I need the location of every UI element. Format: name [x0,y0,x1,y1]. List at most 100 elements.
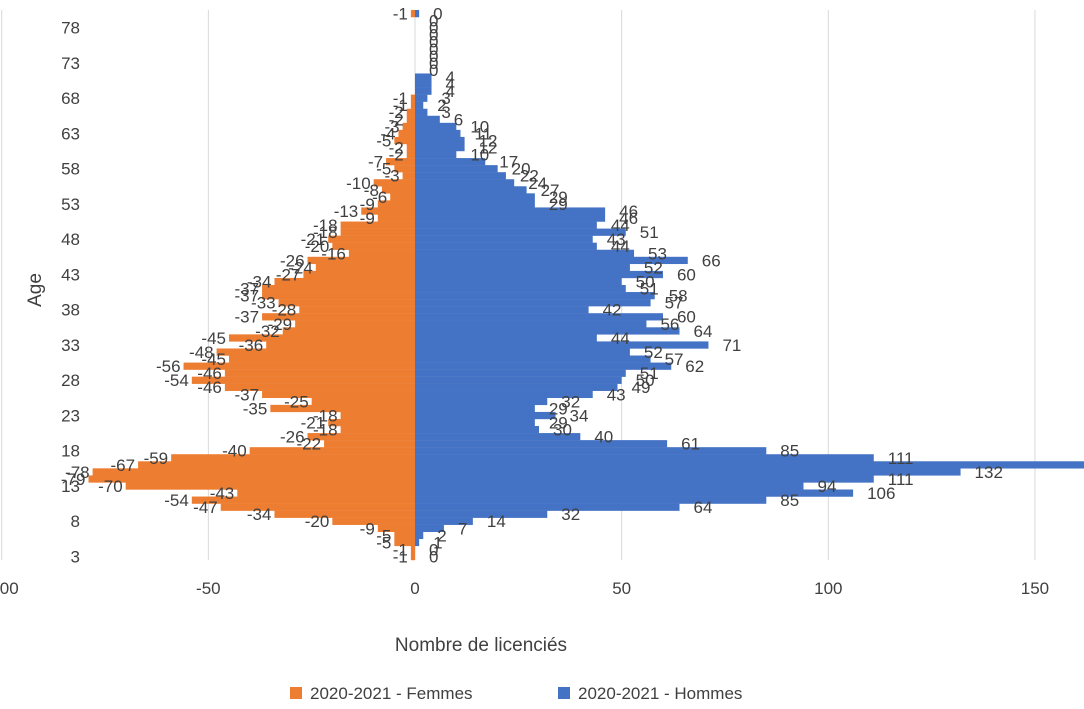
legend-swatch-hommes [558,687,570,699]
bar-femmes [377,214,415,222]
bar-femmes [303,270,415,279]
bar-hommes [415,320,647,328]
bar-hommes [415,10,420,18]
data-label-femmes: -5 [376,533,391,552]
bar-femmes [274,510,415,518]
bar-hommes [415,256,688,265]
data-label-hommes: 52 [644,258,663,277]
data-label-hommes: 85 [780,491,799,510]
data-label-femmes: -1 [393,540,408,559]
bar-hommes [415,411,556,420]
data-label-hommes: 58 [669,287,688,306]
bar-hommes [415,517,473,525]
bar-femmes [402,172,415,180]
bar-femmes [406,143,415,152]
bar-hommes [415,397,548,406]
bar-femmes [282,327,415,335]
data-label-femmes: -5 [376,131,391,150]
data-label-hommes: 111 [888,449,914,468]
data-label-hommes: 4 [446,75,455,94]
data-label-femmes: -46 [197,378,222,397]
data-label-hommes: 0 [429,33,438,52]
data-label-hommes: 53 [648,244,667,263]
data-label-hommes: 94 [818,477,837,496]
data-label-hommes: 11 [474,124,492,143]
bar-femmes [398,129,415,138]
bar-hommes [415,355,651,363]
bar-hommes [415,249,635,257]
data-label-femmes: -45 [201,350,226,369]
bar-hommes [415,461,1084,469]
bar-femmes [307,433,415,441]
y-tick-label: 53 [61,195,80,214]
data-label-femmes: -5 [376,526,391,545]
data-label-femmes: -13 [334,202,359,221]
bar-hommes [415,503,680,511]
bar-femmes [410,10,415,18]
legend-label-femmes: 2020-2021 - Femmes [310,684,473,703]
data-label-femmes: -37 [235,385,260,404]
data-label-hommes: 14 [487,512,506,531]
data-label-hommes: 44 [611,237,630,256]
data-label-hommes: 132 [975,463,1003,482]
y-tick-label: 63 [61,124,80,143]
data-label-hommes: 4 [446,82,455,101]
data-label-femmes: -56 [156,357,181,376]
y-tick-label: 23 [61,406,80,425]
data-label-femmes: -37 [235,280,260,299]
data-label-hommes: 50 [636,272,655,291]
bar-femmes [377,200,415,208]
y-tick-label: 58 [61,160,80,179]
bar-femmes [266,341,415,349]
data-label-femmes: -37 [235,287,260,306]
bar-hommes [415,426,539,434]
data-label-hommes: 49 [632,378,651,397]
data-label-femmes: -37 [235,308,260,327]
bar-hommes [415,390,593,399]
bar-hommes [415,151,457,159]
bar-hommes [415,404,535,413]
data-label-hommes: 3 [441,89,450,108]
data-label-hommes: 32 [561,392,580,411]
data-label-hommes: 42 [603,301,622,320]
bar-femmes [406,115,415,124]
bar-femmes [249,447,415,455]
bar-hommes [415,207,606,215]
data-label-femmes: -27 [276,265,301,284]
y-tick-label: 13 [61,477,80,496]
bar-hommes [415,80,432,88]
bar-femmes [348,249,415,257]
data-label-hommes: 20 [512,160,531,179]
bar-hommes [415,454,874,462]
bar-femmes [406,151,415,159]
bar-femmes [361,207,415,215]
data-label-femmes: -34 [247,505,272,524]
data-label-hommes: 6 [454,110,463,129]
bar-femmes [191,376,415,384]
data-label-femmes: -16 [321,244,346,263]
bar-hommes [415,348,630,356]
bar-hommes [415,313,663,321]
data-label-femmes: -21 [301,414,326,433]
bar-hommes [415,285,626,293]
bar-hommes [415,475,874,483]
data-label-hommes: 10 [470,117,489,136]
x-tick-label: -100 [0,579,19,598]
bar-hommes [415,447,767,455]
bar-femmes [262,313,415,321]
bar-femmes [394,136,415,145]
data-label-hommes: 44 [611,329,630,348]
data-label-hommes: 29 [549,188,568,207]
bar-femmes [381,186,415,194]
bar-femmes [394,165,415,173]
data-label-femmes: -18 [313,223,338,242]
bar-femmes [332,517,415,525]
data-label-femmes: -79 [61,470,86,489]
bar-hommes [415,327,680,335]
data-label-hommes: 51 [640,280,659,299]
bar-hommes [415,538,420,547]
bar-femmes [295,320,415,328]
bar-femmes [394,538,415,547]
data-label-hommes: 0 [429,26,438,45]
data-label-hommes: 22 [520,167,539,186]
